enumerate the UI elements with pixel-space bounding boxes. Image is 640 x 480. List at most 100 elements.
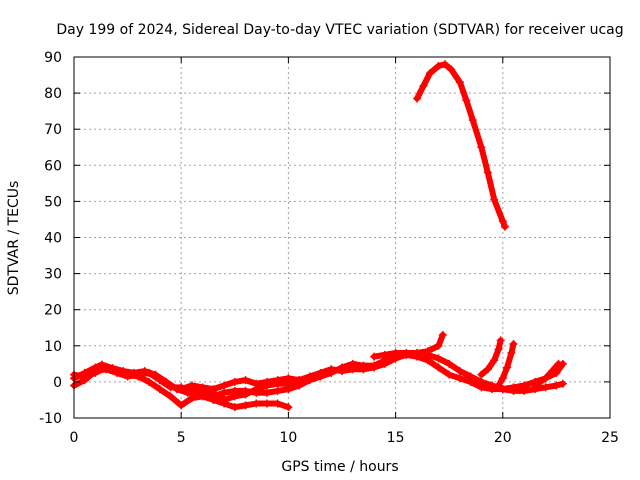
data-point: [220, 388, 229, 397]
series-track-8: [494, 339, 518, 390]
data-point: [230, 377, 239, 386]
data-point: [434, 363, 443, 372]
data-point: [220, 399, 229, 408]
data-point: [402, 349, 411, 358]
data-point: [434, 354, 443, 363]
data-point: [91, 368, 100, 377]
data-point: [252, 379, 261, 388]
data-point: [134, 372, 143, 381]
series-track-6: [370, 330, 447, 361]
series-line: [531, 360, 562, 389]
data-point: [445, 370, 454, 379]
data-point: [496, 336, 505, 345]
data-point: [230, 392, 239, 401]
y-tick-label: 70: [44, 122, 62, 138]
data-point: [509, 339, 518, 348]
data-point: [468, 116, 477, 125]
y-tick-label: 10: [44, 339, 62, 355]
x-tick-label: 20: [494, 430, 512, 446]
data-point: [462, 96, 471, 105]
data-point: [425, 69, 434, 78]
data-point: [423, 356, 432, 365]
series-track-3: [70, 363, 293, 412]
x-tick-label: 10: [279, 430, 297, 446]
y-tick-label: 50: [44, 194, 62, 210]
data-point: [447, 65, 456, 74]
data-points: [70, 60, 567, 412]
data-point: [455, 374, 464, 383]
data-point: [552, 381, 561, 390]
data-point: [380, 359, 389, 368]
data-point: [177, 385, 186, 394]
data-point: [198, 392, 207, 401]
data-point: [413, 349, 422, 358]
data-point: [145, 368, 154, 377]
data-point: [483, 365, 492, 374]
data-point: [123, 370, 132, 379]
data-point: [490, 356, 499, 365]
y-tick-label: 40: [44, 231, 62, 247]
axis-ticks: 0 5 10 15 20 25 -10 0 10 20 30 40 50 60 70 80 90: [39, 50, 619, 446]
y-tick-label: 90: [44, 50, 62, 66]
data-point: [230, 403, 239, 412]
data-point: [419, 81, 428, 90]
series-track-5: [413, 60, 509, 231]
data-point: [241, 390, 250, 399]
data-point: [434, 62, 443, 71]
data-point: [177, 401, 186, 410]
data-point: [440, 60, 449, 69]
data-point: [370, 352, 379, 361]
data-point: [455, 78, 464, 87]
data-point: [541, 383, 550, 392]
data-point: [284, 403, 293, 412]
data-point: [209, 385, 218, 394]
data-point: [187, 381, 196, 390]
series-track-9: [530, 359, 563, 390]
data-point: [541, 374, 550, 383]
data-point: [241, 401, 250, 410]
data-point: [348, 365, 357, 374]
data-point: [438, 330, 447, 339]
data-point: [554, 359, 563, 368]
data-point: [273, 399, 282, 408]
x-tick-label: 0: [70, 430, 79, 446]
grid: [74, 57, 610, 418]
data-point: [198, 383, 207, 392]
x-tick-label: 15: [387, 430, 405, 446]
data-point: [370, 363, 379, 372]
data-point: [220, 381, 229, 390]
data-point: [273, 376, 282, 385]
data-point: [494, 345, 503, 354]
data-point: [209, 395, 218, 404]
data-point: [380, 350, 389, 359]
data-point: [434, 341, 443, 350]
data-point: [284, 374, 293, 383]
data-point: [455, 367, 464, 376]
data-point: [507, 349, 516, 358]
data-point: [166, 392, 175, 401]
x-tick-label: 25: [601, 430, 619, 446]
chart-title: Day 199 of 2024, Sidereal Day-to-day VTE…: [56, 22, 623, 38]
data-point: [262, 399, 271, 408]
data-point: [359, 365, 368, 374]
data-point: [530, 381, 539, 390]
x-axis-label: GPS time / hours: [281, 459, 398, 475]
data-point: [262, 388, 271, 397]
data-point: [466, 377, 475, 386]
data-point: [327, 365, 336, 374]
y-axis-label: SDTVAR / TECUs: [6, 181, 22, 296]
data-point: [494, 381, 503, 390]
data-point: [80, 372, 89, 381]
y-tick-label: 60: [44, 158, 62, 174]
data-point: [305, 372, 314, 381]
data-point: [155, 376, 164, 385]
data-point: [445, 359, 454, 368]
data-point: [498, 374, 507, 383]
data-point: [509, 383, 518, 392]
data-point: [166, 383, 175, 392]
y-tick-label: 30: [44, 267, 62, 283]
data-point: [413, 94, 422, 103]
data-point: [102, 363, 111, 372]
series-track-7: [477, 336, 505, 379]
